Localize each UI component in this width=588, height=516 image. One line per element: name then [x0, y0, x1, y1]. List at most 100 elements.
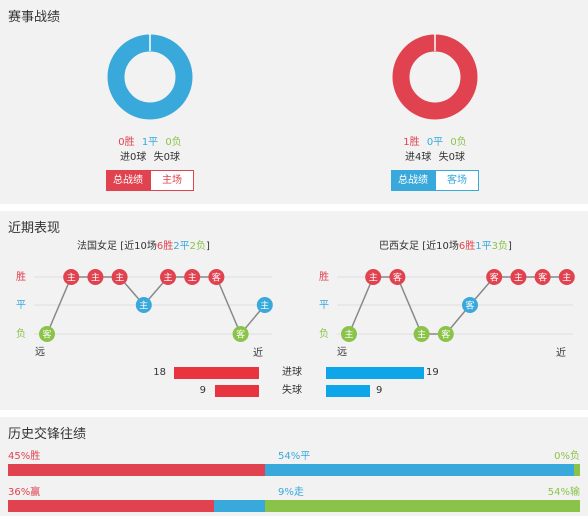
history-draw-rate: 54%平 [278, 451, 311, 462]
match-point: 客 [39, 326, 55, 342]
match-venue-label: 主 [163, 272, 172, 284]
left-scored-bar [174, 367, 259, 379]
summary-losses: 3负 [491, 241, 508, 252]
match-venue-label: 主 [260, 300, 269, 312]
match-point: 主 [87, 269, 104, 285]
match-point-dot [341, 326, 357, 342]
match-venue-label: 主 [562, 272, 571, 284]
match-point: 主 [365, 269, 382, 285]
record-wdl-right: 1胜 0平 0负 [355, 137, 515, 149]
match-venue-label: 主 [417, 329, 426, 341]
summary-prefix: [近10场 [120, 241, 157, 252]
record-goals-left: 进0球 失0球 [70, 152, 230, 164]
match-venue-label: 主 [91, 272, 100, 284]
match-point: 主 [63, 269, 80, 285]
x-label-near: 近 [556, 346, 566, 359]
right-scored-bar [326, 367, 424, 379]
form-dots: 主主 客主 客客客主客主 [341, 269, 575, 342]
left-scored-value: 18 [153, 367, 166, 378]
draws-count: 1平 [141, 137, 159, 148]
record-wdl-left: 0胜 1平 0负 [70, 137, 230, 149]
match-venue-label: 客 [42, 329, 51, 341]
y-label-loss: 负 [319, 327, 329, 340]
match-venue-label: 客 [465, 300, 474, 312]
right-scored-value: 19 [426, 367, 439, 378]
wins-count: 1胜 [403, 137, 420, 148]
losses-count: 0负 [165, 137, 182, 148]
history-handicap-win-rate: 36%赢 [8, 487, 41, 498]
summary-draws: 2平 [173, 241, 190, 252]
left-conceded-bar [215, 385, 259, 397]
x-label-far: 远 [337, 346, 347, 358]
match-venue-label: 客 [490, 272, 499, 284]
goals-for: 进0球 [120, 152, 147, 163]
match-venue-label: 主 [139, 300, 148, 312]
form-line [46, 276, 266, 336]
match-point: 主 [256, 297, 273, 313]
record-tabs-left: 总战绩 主场 [106, 170, 194, 191]
team-name: 巴西女足 [379, 241, 419, 252]
goals-for: 进4球 [405, 152, 432, 163]
history-bar-loss [265, 500, 580, 512]
form-line-path [46, 276, 266, 336]
y-label-win: 胜 [319, 271, 329, 283]
match-point: 主 [184, 269, 201, 285]
match-venue-label: 主 [188, 272, 197, 284]
goals-against: 失0球 [153, 152, 180, 163]
match-venue-label: 客 [538, 272, 547, 284]
x-label-far: 远 [35, 346, 45, 358]
match-point: 客 [462, 297, 478, 313]
tab-all-record[interactable]: 总战绩 [106, 170, 150, 191]
history-bar-draw [265, 464, 574, 476]
match-point: 客 [437, 326, 454, 342]
history-bar-win [8, 500, 214, 512]
match-venue-label: 客 [236, 329, 245, 341]
match-point-dot [208, 269, 225, 285]
match-venue-label: 主 [115, 272, 124, 284]
left-conceded-value: 9 [199, 385, 206, 396]
form-dots: 客主主主主主主客客主 [39, 269, 273, 342]
losses-count: 0负 [450, 137, 467, 148]
match-point: 主 [111, 269, 128, 285]
tab-home[interactable]: 主场 [150, 170, 194, 191]
right-conceded-value: 9 [376, 385, 383, 396]
y-label-draw: 平 [319, 300, 329, 311]
history-handicap-loss-rate: 54%输 [547, 487, 580, 498]
goals-against: 失0球 [438, 152, 465, 163]
match-point-dot [437, 326, 454, 342]
tab-away[interactable]: 客场 [435, 170, 479, 191]
match-point-dot [413, 326, 430, 342]
x-label-near: 近 [253, 346, 263, 359]
match-point: 主 [413, 326, 430, 342]
match-point: 主 [135, 297, 152, 313]
record-right: 1胜 0平 0负 进4球 失0球 总战绩 客场 [355, 32, 515, 191]
record-title: 赛事战绩 [8, 10, 61, 25]
match-point-dot [232, 326, 249, 342]
form-line-path [348, 276, 567, 335]
draws-count: 0平 [426, 137, 444, 148]
form-team-left-header: 法国女足 [近10场6胜2平2负] [77, 237, 210, 252]
match-venue-label: 主 [67, 272, 76, 284]
conceded-label: 失球 [282, 385, 302, 396]
y-label-loss: 负 [16, 327, 26, 340]
match-point-dot [160, 269, 176, 285]
summary-draws: 1平 [475, 241, 492, 252]
gridlines [337, 276, 573, 335]
match-point-dot [256, 297, 273, 313]
summary-wins: 6胜 [458, 241, 476, 252]
record-donut-left [107, 34, 193, 120]
y-label-draw: 平 [16, 300, 26, 311]
record-tabs-right: 总战绩 客场 [391, 170, 479, 191]
match-point-dot [558, 269, 575, 285]
record-donut-right [392, 34, 478, 120]
match-point-dot [184, 269, 201, 285]
record-goals-right: 进4球 失0球 [355, 152, 515, 164]
match-point: 主 [160, 269, 176, 285]
y-label-win: 胜 [16, 271, 26, 283]
form-title: 近期表现 [8, 221, 61, 236]
form-team-right-header: 巴西女足 [近10场6胜1平3负] [379, 237, 512, 252]
tab-all-record[interactable]: 总战绩 [391, 170, 435, 191]
scored-label: 进球 [282, 367, 302, 378]
match-point-dot [365, 269, 382, 285]
match-point: 主 [341, 326, 357, 342]
